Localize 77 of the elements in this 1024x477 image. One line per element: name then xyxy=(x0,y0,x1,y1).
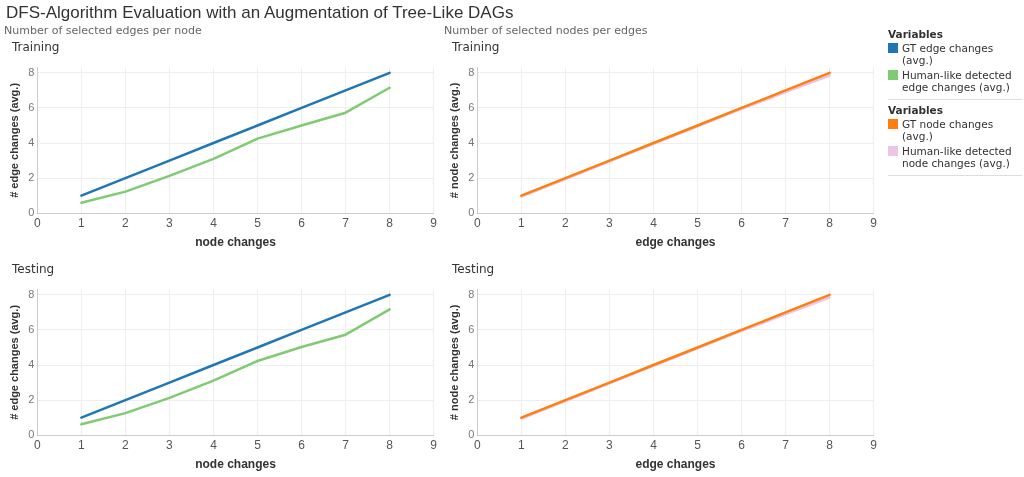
y-tick-label: 6 xyxy=(468,322,475,335)
x-tick-label: 7 xyxy=(342,437,350,452)
x-tick-label: 6 xyxy=(298,215,306,230)
x-axis-title: node changes xyxy=(195,457,277,472)
x-tick-label: 5 xyxy=(694,437,702,452)
x-tick-label: 8 xyxy=(826,437,834,452)
x-tick-label: 3 xyxy=(166,437,174,452)
x-tick-label: 7 xyxy=(342,215,350,230)
y-tick-label: 2 xyxy=(28,171,35,184)
chart-title: Testing xyxy=(451,262,496,278)
y-tick-label: 0 xyxy=(468,206,475,219)
x-tick-label: 6 xyxy=(738,215,746,230)
legend-label: Human-like detected node changes (avg.) xyxy=(902,145,1013,169)
legend-label: Human-like detected edge changes (avg.) xyxy=(902,69,1013,93)
y-axis-title: # edge changes (avg.) xyxy=(7,82,20,198)
x-tick-label: 2 xyxy=(122,437,130,452)
x-tick-label: 9 xyxy=(430,215,438,230)
x-tick-label: 1 xyxy=(518,215,526,230)
legend-title: Variables xyxy=(888,104,944,116)
chart-subtitle: Number of selected edges per node xyxy=(4,24,203,39)
x-tick-label: 4 xyxy=(210,215,218,230)
y-tick-label: 0 xyxy=(468,428,475,441)
y-tick-label: 6 xyxy=(468,100,475,113)
x-tick-label: 4 xyxy=(650,437,658,452)
chart-title: Testing xyxy=(11,262,56,278)
x-tick-label: 3 xyxy=(606,437,614,452)
x-axis-title: edge changes xyxy=(635,235,716,250)
x-tick-label: 9 xyxy=(870,437,878,452)
chart-subtitle: Number of selected nodes per edges xyxy=(444,24,649,39)
x-tick-label: 6 xyxy=(738,437,746,452)
x-tick-label: 4 xyxy=(210,437,218,452)
y-tick-label: 8 xyxy=(468,65,475,78)
x-axis-title: edge changes xyxy=(635,457,716,472)
chart-title: Training xyxy=(451,40,501,56)
y-tick-label: 2 xyxy=(468,393,475,406)
chart-title: Training xyxy=(11,40,61,56)
y-tick-label: 6 xyxy=(28,100,35,113)
x-tick-label: 1 xyxy=(518,437,526,452)
y-tick-label: 2 xyxy=(468,171,475,184)
x-tick-label: 4 xyxy=(650,215,658,230)
y-tick-label: 4 xyxy=(468,136,475,149)
x-axis-title: node changes xyxy=(195,235,277,250)
legend-label: GT node changes (avg.) xyxy=(902,118,995,142)
y-axis-title: # node changes (avg.) xyxy=(447,82,460,199)
x-tick-label: 2 xyxy=(562,437,570,452)
y-tick-label: 4 xyxy=(468,358,475,371)
y-tick-label: 0 xyxy=(28,206,35,219)
y-tick-label: 4 xyxy=(28,136,35,149)
x-tick-label: 5 xyxy=(694,215,702,230)
x-tick-label: 7 xyxy=(782,215,790,230)
y-tick-label: 6 xyxy=(28,322,35,335)
x-tick-label: 1 xyxy=(78,215,86,230)
legend-title: Variables xyxy=(888,28,944,40)
y-tick-label: 8 xyxy=(468,287,475,300)
x-tick-label: 8 xyxy=(386,437,394,452)
x-tick-label: 5 xyxy=(254,437,262,452)
x-tick-label: 2 xyxy=(562,215,570,230)
legend-label: GT edge changes (avg.) xyxy=(902,42,995,66)
y-axis-title: # node changes (avg.) xyxy=(447,304,460,421)
x-tick-label: 7 xyxy=(782,437,790,452)
x-tick-label: 6 xyxy=(298,437,306,452)
x-tick-label: 9 xyxy=(430,437,438,452)
y-tick-label: 0 xyxy=(28,428,35,441)
x-tick-label: 9 xyxy=(870,215,878,230)
y-tick-label: 4 xyxy=(28,358,35,371)
x-tick-label: 3 xyxy=(606,215,614,230)
x-tick-label: 2 xyxy=(122,215,130,230)
x-tick-label: 8 xyxy=(386,215,394,230)
x-tick-label: 8 xyxy=(826,215,834,230)
y-tick-label: 8 xyxy=(28,287,35,300)
x-tick-label: 5 xyxy=(254,215,262,230)
y-axis-title: # edge changes (avg.) xyxy=(7,304,20,420)
x-tick-label: 1 xyxy=(78,437,86,452)
x-tick-label: 3 xyxy=(166,215,174,230)
text: DFS-Algorithm Evaluation with an Augmentation of Tree-Like DAGs xyxy=(6,3,514,23)
y-tick-label: 8 xyxy=(28,65,35,78)
y-tick-label: 2 xyxy=(28,393,35,406)
